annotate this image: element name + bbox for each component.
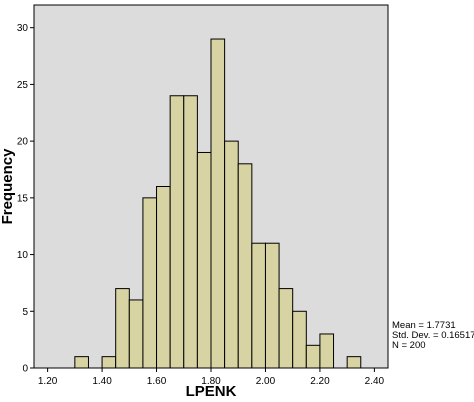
histogram-bar-20 — [346, 356, 362, 369]
y-axis-title: Frequency — [0, 148, 16, 225]
histogram-bar-18 — [319, 333, 335, 369]
histogram-bar-15 — [278, 288, 294, 369]
y-tick-label-5: 25 — [17, 80, 29, 91]
histogram-bar-2 — [101, 356, 117, 369]
x-tick-label-3: 1.80 — [201, 376, 221, 387]
histogram-bar-13 — [251, 242, 266, 369]
histogram-bar-17 — [305, 344, 321, 369]
histogram-bar-12 — [237, 163, 253, 369]
histogram-bar-10 — [210, 38, 226, 369]
n-stat: N = 200 — [392, 340, 426, 351]
histogram-bar-7 — [169, 95, 185, 369]
histogram-bar-4 — [128, 299, 144, 369]
histogram-bar-16 — [292, 310, 307, 369]
x-tick-label-5: 2.20 — [310, 376, 330, 387]
y-tick-label-2: 10 — [17, 250, 29, 261]
axes-group: 0 5 10 15 20 25 30 1.20 1.40 1.60 1.80 2.00 2.20 2.40 — [17, 23, 385, 387]
x-tick-label-1: 1.40 — [92, 376, 112, 387]
y-tick-label-6: 30 — [17, 23, 29, 34]
histogram-bar-9 — [196, 151, 212, 369]
histogram-bar-3 — [115, 288, 130, 369]
histogram-bar-5 — [142, 197, 158, 369]
histogram-bar-8 — [183, 95, 198, 369]
x-tick-label-4: 2.00 — [256, 376, 276, 387]
y-tick-label-4: 20 — [17, 137, 29, 148]
x-axis-title: LPENK — [186, 383, 237, 400]
x-tick-label-6: 2.40 — [365, 376, 385, 387]
std-dev-stat: Std. Dev. = 0.16517 — [392, 330, 474, 341]
histogram-bar-11 — [224, 140, 239, 369]
y-tick-label-3: 15 — [17, 193, 29, 204]
histogram-bar-6 — [156, 186, 171, 369]
x-tick-label-0: 1.20 — [38, 376, 58, 387]
stats-box: Mean = 1.7731 Std. Dev. = 0.16517 N = 20… — [392, 321, 474, 351]
bars-group — [74, 38, 362, 369]
mean-stat: Mean = 1.7731 — [392, 320, 456, 331]
x-tick-label-2: 1.60 — [147, 376, 167, 387]
histogram-bar-14 — [264, 242, 280, 369]
y-tick-label-1: 5 — [22, 307, 28, 318]
y-tick-label-0: 0 — [22, 364, 28, 375]
histogram-bar-0 — [74, 356, 89, 369]
